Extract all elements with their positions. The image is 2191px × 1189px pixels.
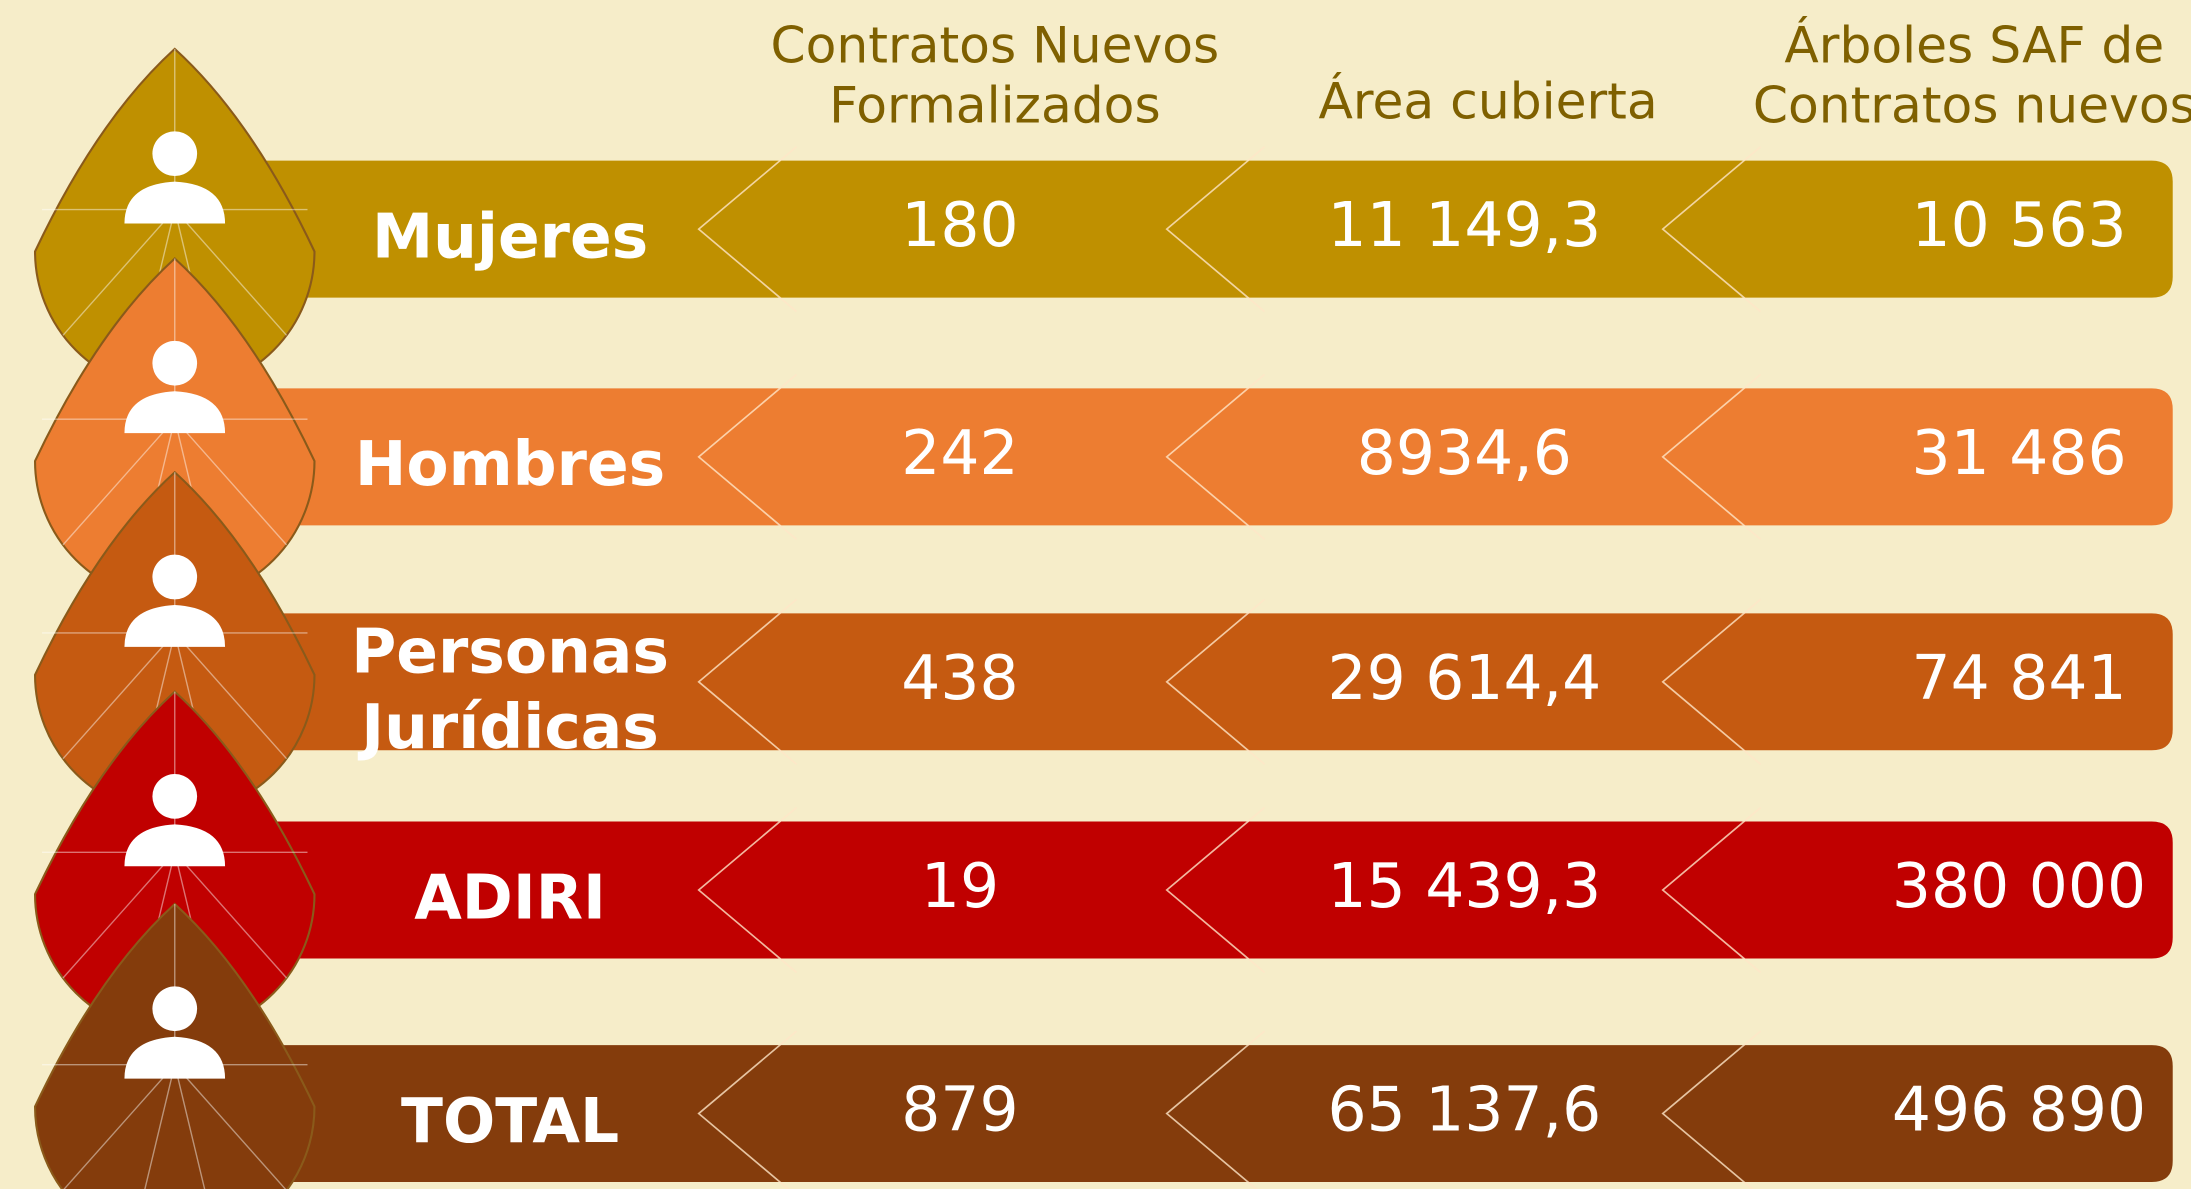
row-bar — [209, 160, 2173, 298]
cell-value: 31 486 — [1911, 418, 2126, 489]
icon — [152, 131, 198, 177]
cell-value: 29 614,4 — [1327, 643, 1601, 714]
column-header: Formalizados — [829, 75, 1161, 134]
chevron — [697, 146, 798, 313]
leaf-vein — [62, 632, 176, 760]
chevron — [1165, 806, 1266, 974]
chevron — [1165, 598, 1266, 765]
leaf-vein — [174, 1064, 206, 1189]
cell-value: 438 — [901, 643, 1018, 714]
chevron — [697, 373, 798, 540]
cell-value: 11 149,3 — [1327, 190, 1601, 261]
icon — [152, 340, 198, 386]
leaf-vein — [62, 851, 176, 979]
row-bar — [209, 388, 2173, 526]
cell-value: 380 000 — [1892, 851, 2146, 922]
row-label: Hombres — [355, 429, 665, 500]
row-label: Mujeres — [372, 201, 648, 272]
row-label: ADIRI — [414, 862, 606, 933]
icon — [124, 1036, 226, 1079]
chevron — [697, 1030, 798, 1189]
leaf-vein — [174, 632, 288, 760]
leaf-vein — [174, 209, 288, 336]
row-bar — [209, 613, 2173, 751]
icon — [152, 986, 198, 1032]
leaf-vein — [174, 1064, 287, 1189]
cell-value: 180 — [901, 190, 1018, 261]
leaf-vein — [174, 851, 288, 979]
cell-value: 879 — [901, 1075, 1018, 1146]
row-bar — [209, 1045, 2173, 1183]
column-header: Contratos nuevos — [1753, 75, 2191, 134]
icon — [124, 181, 226, 224]
cell-value: 8934,6 — [1357, 418, 1572, 489]
icon — [152, 774, 198, 819]
icon — [124, 824, 226, 867]
row-bar — [209, 821, 2173, 959]
row-label: TOTAL — [401, 1086, 619, 1157]
column-header: Área cubierta — [1318, 71, 1657, 130]
chevron — [697, 806, 798, 974]
leaf-vein — [63, 1064, 176, 1189]
chevron — [1165, 1030, 1266, 1189]
cell-value: 496 890 — [1892, 1075, 2146, 1146]
cell-value: 65 137,6 — [1327, 1075, 1601, 1146]
chevron — [1165, 373, 1266, 540]
leaf-vein — [144, 1064, 176, 1189]
chevron — [1661, 146, 1762, 313]
icon — [124, 604, 226, 647]
chevron — [1165, 146, 1266, 313]
row-label: Personas — [351, 616, 669, 687]
leaf-vein — [62, 418, 176, 546]
row-label: Jurídicas — [357, 692, 659, 763]
chevron — [1661, 598, 1762, 765]
chevron — [1661, 806, 1762, 974]
column-header: Contratos Nuevos — [771, 15, 1220, 74]
cell-value: 10 563 — [1911, 190, 2126, 261]
chevron — [1661, 373, 1762, 540]
chevron — [697, 598, 798, 765]
icon — [124, 391, 226, 434]
icon — [152, 554, 198, 600]
leaf-vein — [62, 209, 176, 336]
cell-value: 242 — [901, 418, 1018, 489]
cell-value: 15 439,3 — [1327, 851, 1601, 922]
cell-value: 74 841 — [1911, 643, 2126, 714]
leaf-vein — [174, 418, 288, 546]
chevron — [1661, 1030, 1762, 1189]
cell-value: 19 — [921, 851, 999, 922]
column-header: Árboles SAF de — [1784, 15, 2164, 74]
